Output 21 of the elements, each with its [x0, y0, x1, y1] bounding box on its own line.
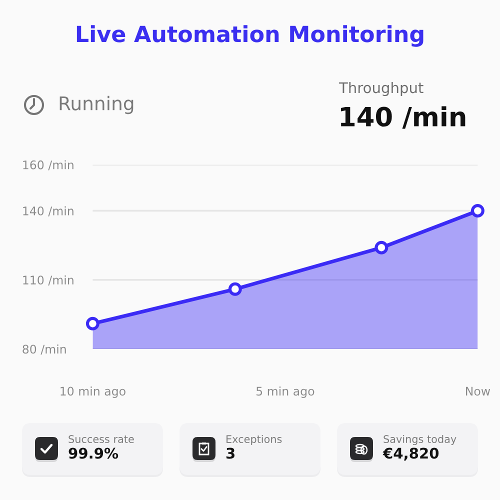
y-tick-label: 110 /min — [23, 275, 74, 286]
text: Exceptions — [226, 434, 282, 446]
point — [86, 316, 100, 330]
text: 140 /min — [340, 106, 466, 129]
x-tick-label: 5 min ago — [256, 386, 314, 398]
text: Success rate — [68, 435, 134, 444]
x-tick-label: Now — [466, 386, 490, 396]
text: 99.9% — [68, 448, 118, 459]
text: €4,820 — [382, 448, 439, 461]
text: Running — [60, 96, 134, 114]
point — [374, 240, 388, 254]
point — [470, 204, 484, 218]
y-tick-label: 80 /min — [22, 344, 66, 355]
chart-title: Live Automation Monitoring — [76, 25, 424, 47]
point — [228, 282, 242, 296]
text: 3 — [226, 448, 234, 459]
text: Savings today — [384, 434, 456, 446]
text: Throughput — [338, 82, 424, 96]
y-tick-label: 160 /min — [23, 160, 74, 170]
y-tick-label: 140 /min — [23, 206, 74, 216]
x-tick-label: 10 min ago — [60, 386, 126, 398]
